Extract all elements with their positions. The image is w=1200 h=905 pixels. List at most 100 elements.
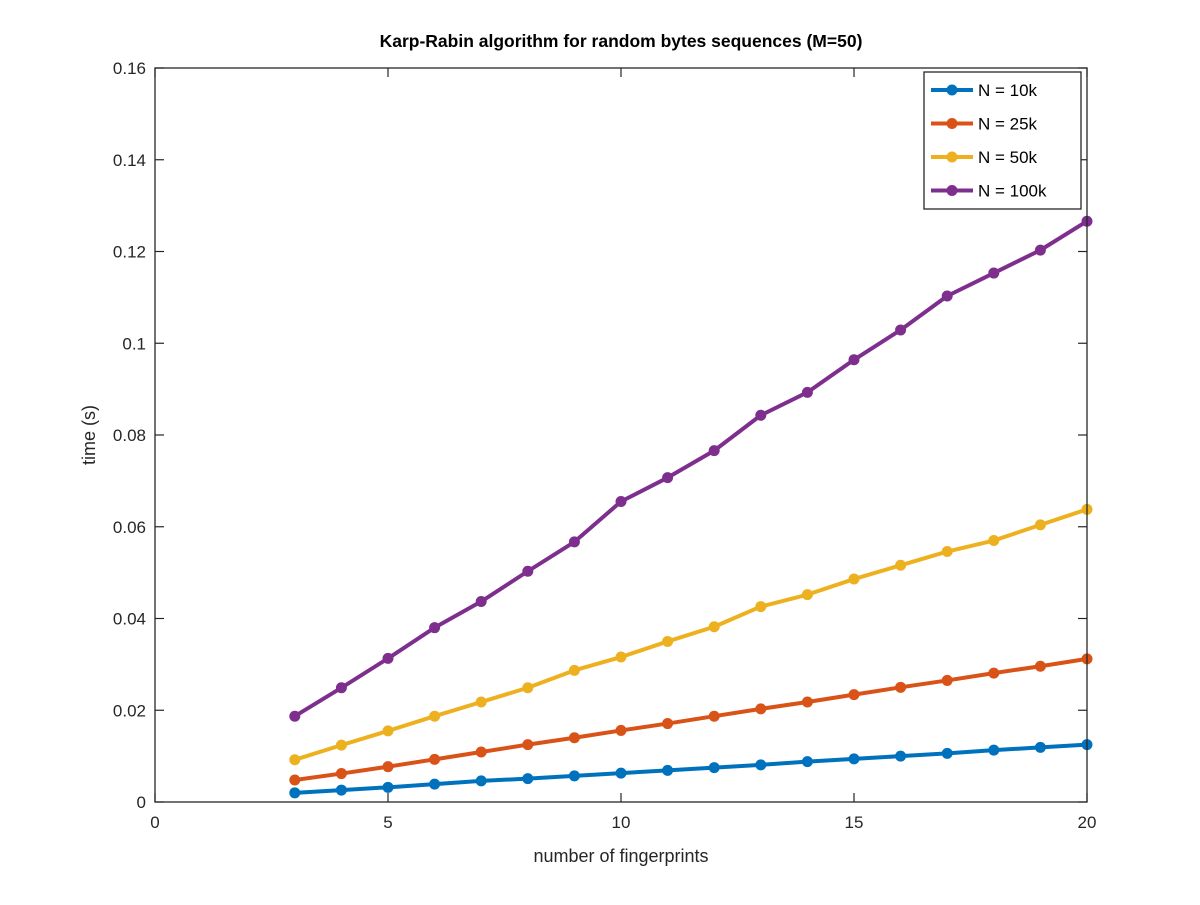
data-point (522, 739, 534, 751)
legend-label: N = 10k (978, 81, 1038, 100)
chart-title: Karp-Rabin algorithm for random bytes se… (380, 31, 863, 51)
data-point (708, 762, 720, 774)
data-point (1034, 519, 1046, 531)
data-point (615, 651, 627, 663)
data-point (475, 596, 487, 608)
data-point (615, 724, 627, 736)
data-point (615, 767, 627, 779)
legend: N = 10k N = 25k N = 50k N = 100k (923, 71, 1082, 210)
series-2 (289, 653, 1093, 786)
data-point (1034, 741, 1046, 753)
data-point (941, 546, 953, 558)
legend-swatch-marker (946, 118, 958, 129)
data-point (522, 565, 534, 577)
axes-box (154, 67, 1088, 803)
legend-entry: N = 100k (931, 182, 1047, 201)
data-point (708, 710, 720, 722)
data-point (941, 674, 953, 686)
y-tick-label: 0.04 (113, 610, 146, 629)
y-tick-label: 0.14 (113, 151, 146, 170)
x-tick-label: 10 (612, 813, 631, 832)
data-point (429, 622, 441, 634)
data-point (941, 290, 953, 302)
data-point (382, 652, 394, 664)
data-point (382, 761, 394, 773)
data-point (429, 753, 441, 765)
y-tick-label: 0.1 (122, 334, 146, 353)
data-point (755, 409, 767, 421)
data-point (895, 559, 907, 571)
data-point (848, 753, 860, 765)
y-tick-label: 0.08 (113, 426, 146, 445)
data-point (848, 689, 860, 701)
data-point (941, 747, 953, 759)
data-point (755, 601, 767, 613)
data-point (475, 775, 487, 787)
y-tick-label: 0.06 (113, 518, 146, 537)
data-point (848, 573, 860, 585)
data-point (568, 770, 580, 782)
data-point (895, 750, 907, 762)
data-point (382, 781, 394, 793)
data-point (895, 681, 907, 693)
data-point (755, 759, 767, 771)
data-point (475, 746, 487, 758)
y-tick-label: 0.16 (113, 59, 146, 78)
data-point (429, 710, 441, 722)
data-point (662, 764, 674, 776)
data-point (335, 682, 347, 694)
data-point (289, 774, 301, 786)
data-point (335, 768, 347, 780)
x-axis-label: number of fingerprints (533, 846, 708, 866)
data-point (289, 710, 301, 722)
data-point (755, 703, 767, 715)
data-point (1034, 660, 1046, 672)
series-line (292, 656, 1089, 782)
y-tick-label: 0.12 (113, 243, 146, 262)
series-line (292, 219, 1089, 719)
data-point (1034, 244, 1046, 256)
data-point (801, 386, 813, 398)
legend-label: N = 100k (978, 182, 1047, 201)
data-point (335, 739, 347, 751)
legend-entry: N = 50k (931, 148, 1038, 167)
data-point (662, 635, 674, 647)
x-tick-label: 20 (1078, 813, 1097, 832)
y-axis-label: time (s) (79, 405, 99, 465)
tick-labels: 0 5 10 15 20 0 0.02 0.04 0.06 0.08 0.1 0.12 0.14 0.16 (113, 59, 1097, 832)
data-point (801, 696, 813, 708)
legend-label: N = 50k (978, 148, 1038, 167)
legend-swatch-marker (946, 84, 958, 96)
series-3 (289, 503, 1093, 766)
data-point (708, 445, 720, 457)
y-tick-label: 0.02 (113, 701, 146, 720)
series-line (292, 507, 1089, 762)
data-point (988, 535, 1000, 547)
data-point (522, 773, 534, 785)
series-line (292, 742, 1089, 795)
data-point (382, 725, 394, 737)
data-point (289, 787, 301, 799)
data-point (662, 472, 674, 484)
data-point (895, 324, 907, 336)
data-point (988, 667, 1000, 679)
data-point (988, 267, 1000, 279)
data-point (475, 696, 487, 708)
legend-swatch-marker (946, 151, 958, 163)
series-layer (289, 215, 1093, 799)
data-point (335, 784, 347, 796)
data-point (568, 536, 580, 548)
data-point (801, 756, 813, 768)
data-point (708, 621, 720, 633)
data-point (615, 496, 627, 508)
data-point (568, 732, 580, 744)
data-point (988, 744, 1000, 756)
y-tick-label: 0 (137, 793, 146, 812)
legend-entry: N = 10k (931, 81, 1038, 100)
series-4 (289, 215, 1093, 722)
legend-entry: N = 25k (931, 115, 1038, 134)
x-tick-label: 15 (845, 813, 864, 832)
data-point (522, 682, 534, 694)
